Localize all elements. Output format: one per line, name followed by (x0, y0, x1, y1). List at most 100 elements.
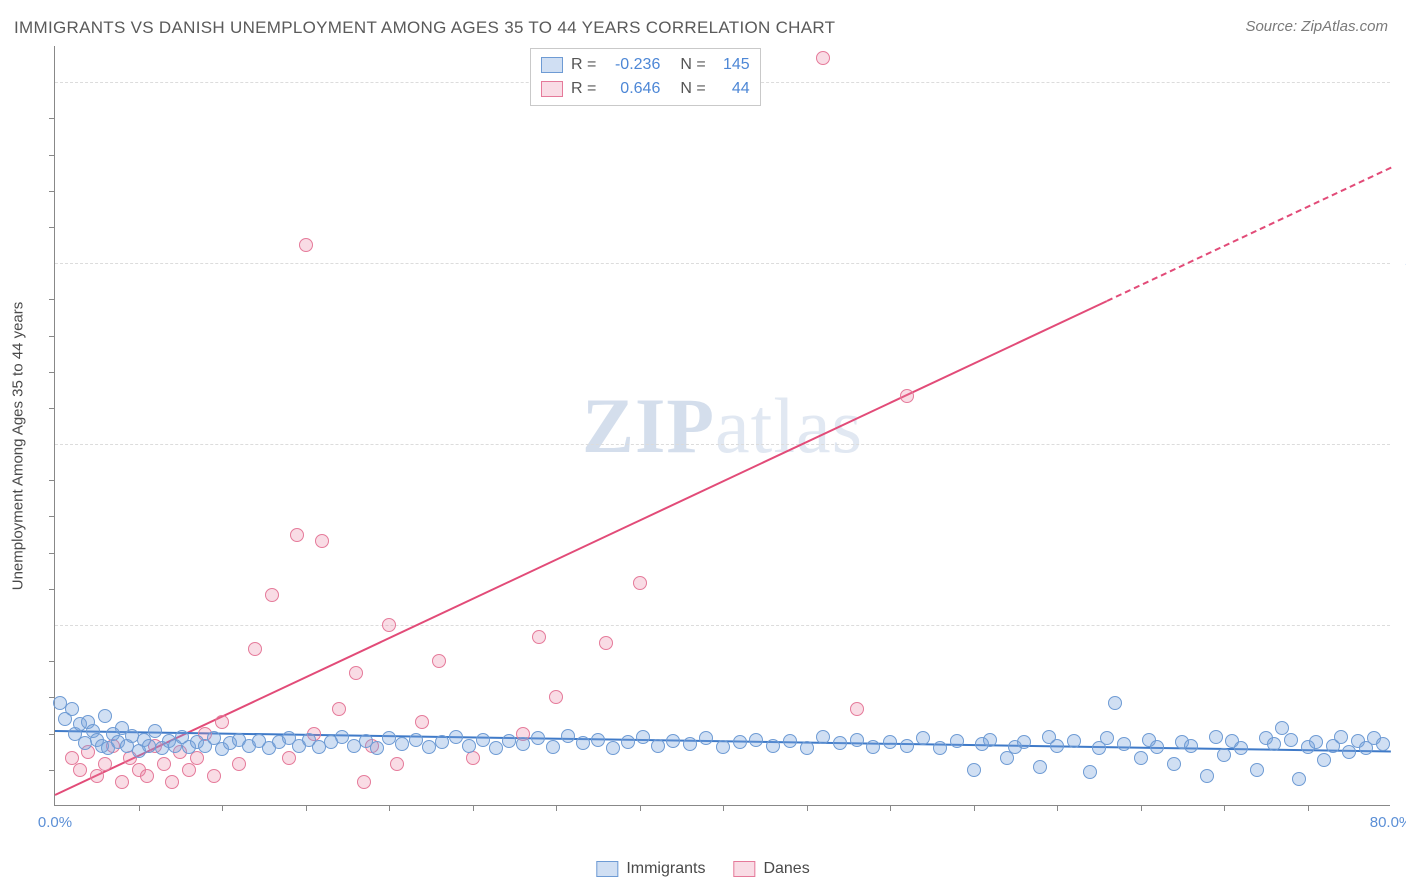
data-point-danes (265, 588, 279, 602)
y-tick-minor (49, 227, 55, 228)
data-point-immigrants (65, 702, 79, 716)
data-point-immigrants (666, 734, 680, 748)
data-point-danes (816, 51, 830, 65)
y-tick-minor (49, 408, 55, 409)
x-tick-minor (1308, 805, 1309, 811)
data-point-danes (850, 702, 864, 716)
data-point-immigrants (967, 763, 981, 777)
data-point-immigrants (636, 730, 650, 744)
y-tick-label: 45.0% (1396, 255, 1406, 272)
data-point-immigrants (800, 741, 814, 755)
data-point-danes (382, 618, 396, 632)
data-point-immigrants (449, 730, 463, 744)
data-point-immigrants (1200, 769, 1214, 783)
n-label: N = (680, 53, 705, 77)
data-point-immigrants (606, 741, 620, 755)
data-point-danes (182, 763, 196, 777)
data-point-immigrants (1134, 751, 1148, 765)
data-point-danes (900, 389, 914, 403)
x-tick-minor (306, 805, 307, 811)
data-point-danes (282, 751, 296, 765)
data-point-immigrants (1250, 763, 1264, 777)
swatch-immigrants (596, 861, 618, 877)
y-tick-label: 30.0% (1396, 436, 1406, 453)
data-point-immigrants (1309, 735, 1323, 749)
data-point-immigrants (462, 739, 476, 753)
data-point-danes (315, 534, 329, 548)
y-tick-minor (49, 372, 55, 373)
legend-stat-row: R = 0.646N = 44 (541, 77, 750, 101)
data-point-immigrants (395, 737, 409, 751)
data-point-danes (332, 702, 346, 716)
x-tick-minor (389, 805, 390, 811)
r-value: -0.236 (604, 53, 660, 77)
data-point-immigrants (733, 735, 747, 749)
data-point-immigrants (1217, 748, 1231, 762)
data-point-immigrants (1108, 696, 1122, 710)
data-point-immigrants (531, 731, 545, 745)
data-point-immigrants (561, 729, 575, 743)
data-point-danes (532, 630, 546, 644)
data-point-immigrants (1083, 765, 1097, 779)
chart-title: IMMIGRANTS VS DANISH UNEMPLOYMENT AMONG … (14, 18, 835, 38)
data-point-immigrants (1334, 730, 1348, 744)
data-point-immigrants (1100, 731, 1114, 745)
data-point-danes (290, 528, 304, 542)
data-point-immigrants (591, 733, 605, 747)
x-tick-minor (807, 805, 808, 811)
legend-swatch (541, 81, 563, 97)
data-point-immigrants (1033, 760, 1047, 774)
data-point-danes (432, 654, 446, 668)
scatter-plot-area: ZIPatlas 15.0%30.0%45.0%60.0%0.0%80.0% (54, 46, 1390, 806)
data-point-immigrants (409, 733, 423, 747)
data-point-immigrants (98, 709, 112, 723)
data-point-immigrants (1017, 735, 1031, 749)
data-point-immigrants (850, 733, 864, 747)
data-point-immigrants (916, 731, 930, 745)
data-point-immigrants (716, 740, 730, 754)
data-point-immigrants (1184, 739, 1198, 753)
source-attribution: Source: ZipAtlas.com (1245, 18, 1388, 35)
watermark: ZIPatlas (582, 381, 863, 471)
x-tick-minor (890, 805, 891, 811)
y-tick-minor (49, 516, 55, 517)
data-point-danes (115, 775, 129, 789)
data-point-immigrants (148, 724, 162, 738)
x-tick-minor (222, 805, 223, 811)
data-point-immigrants (1067, 734, 1081, 748)
data-point-immigrants (866, 740, 880, 754)
data-point-immigrants (1117, 737, 1131, 751)
r-value: 0.646 (604, 77, 660, 101)
y-tick-minor (49, 770, 55, 771)
y-tick-minor (49, 299, 55, 300)
y-tick-minor (49, 661, 55, 662)
legend-label-immigrants: Immigrants (626, 860, 705, 878)
trend-line (1107, 167, 1392, 302)
data-point-immigrants (382, 731, 396, 745)
gridline (55, 444, 1390, 445)
data-point-danes (215, 715, 229, 729)
data-point-immigrants (422, 740, 436, 754)
data-point-danes (165, 775, 179, 789)
data-point-immigrants (576, 736, 590, 750)
data-point-immigrants (1376, 737, 1390, 751)
data-point-immigrants (502, 734, 516, 748)
legend-item-danes: Danes (733, 860, 809, 878)
data-point-immigrants (900, 739, 914, 753)
data-point-danes (599, 636, 613, 650)
data-point-danes (232, 757, 246, 771)
data-point-immigrants (766, 739, 780, 753)
data-point-immigrants (370, 741, 384, 755)
x-tick-minor (974, 805, 975, 811)
data-point-danes (633, 576, 647, 590)
data-point-immigrants (1234, 741, 1248, 755)
data-point-immigrants (683, 737, 697, 751)
y-tick-minor (49, 734, 55, 735)
data-point-immigrants (1317, 753, 1331, 767)
data-point-danes (73, 763, 87, 777)
r-label: R = (571, 53, 596, 77)
legend-label-danes: Danes (763, 860, 809, 878)
legend-stat-row: R = -0.236N = 145 (541, 53, 750, 77)
y-tick-label: 60.0% (1396, 74, 1406, 91)
data-point-danes (357, 775, 371, 789)
